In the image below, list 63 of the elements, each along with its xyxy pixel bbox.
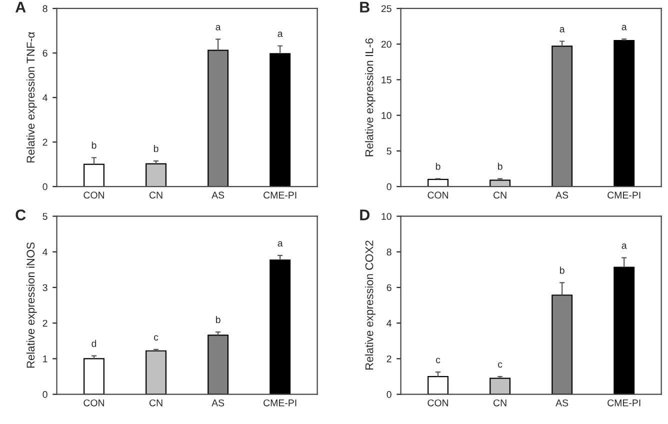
y-tick-label: 25 [381,5,392,12]
x-tick-label: CN [150,192,162,199]
y-axis-title: Relative expression iNOS [26,242,37,368]
x-tick-label: CON [84,399,104,406]
chart-title: D [360,210,370,220]
y-tick-label: 0 [42,183,48,190]
y-tick-label: 5 [42,213,48,220]
annotation: c [154,335,158,341]
y-tick-label: 0 [386,183,392,190]
y-tick-label: 4 [42,248,48,256]
x-tick-label: CON [84,192,104,199]
y-tick-label: 5 [386,148,392,155]
annotation: d [92,340,96,347]
y-tick-label: 8 [386,248,392,256]
y-tick-label: 8 [42,5,48,12]
annotation: b [498,162,502,170]
annotation: b [154,144,158,152]
y-tick-label: 6 [42,50,48,57]
x-tick-label: CN [494,399,506,406]
y-tick-label: 1 [43,356,48,362]
x-tick-label: AS [212,399,224,406]
x-tick-label: AS [556,192,568,199]
annotation: a [560,27,565,32]
y-axis-title: Relative expression IL-6 [365,38,376,156]
chart-title: A [15,2,26,12]
annotation: a [622,244,627,249]
annotation: b [436,162,440,170]
y-tick-label: 0 [42,391,48,398]
y-tick-label: 10 [382,112,392,119]
x-tick-label: CON [428,192,448,199]
annotation: b [560,266,564,274]
chart-title: B [360,2,370,12]
y-tick-label: 4 [386,320,392,327]
x-tick-label: CN [150,399,162,406]
annotation: a [622,24,627,30]
annotation: c [436,358,440,364]
y-tick-label: 0 [386,391,392,398]
annotation: a [216,25,221,30]
x-tick-label: CME-PI [264,192,296,199]
y-tick-label: 15 [382,76,392,84]
annotation: b [92,142,96,149]
x-tick-label: CME-PI [264,399,296,406]
y-axis-title: Relative expression TNF-α [26,32,37,162]
chart-title: C [16,210,26,220]
y-axis-title: Relative expression COX2 [365,240,376,370]
y-tick-label: 2 [386,355,392,362]
y-tick-label: 2 [42,138,48,146]
y-tick-label: 4 [42,94,48,102]
annotation: c [498,362,502,368]
annotation: a [278,32,283,38]
x-tick-label: AS [556,399,568,406]
annotation: b [216,316,220,324]
y-tick-label: 2 [42,320,48,327]
x-tick-label: AS [212,192,224,199]
x-tick-label: CON [428,399,448,406]
y-tick-label: 3 [42,284,48,292]
annotation: a [278,241,283,247]
x-tick-label: CN [494,192,506,199]
y-tick-label: 10 [382,212,392,220]
x-tick-label: CME-PI [608,399,640,406]
x-tick-label: CME-PI [608,192,640,199]
y-tick-label: 20 [381,40,392,48]
y-tick-label: 6 [386,284,392,292]
